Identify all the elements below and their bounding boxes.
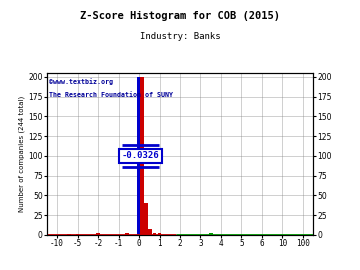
- Text: -0.0326: -0.0326: [122, 151, 159, 160]
- Bar: [137, 77, 141, 235]
- Y-axis label: Number of companies (244 total): Number of companies (244 total): [19, 96, 25, 212]
- Bar: [148, 230, 152, 235]
- Bar: [144, 203, 148, 235]
- Text: Industry: Banks: Industry: Banks: [140, 32, 220, 41]
- Text: Z-Score Histogram for COB (2015): Z-Score Histogram for COB (2015): [80, 11, 280, 21]
- Bar: [140, 77, 144, 235]
- Bar: [158, 233, 161, 235]
- Bar: [209, 233, 213, 235]
- Text: The Research Foundation of SUNY: The Research Foundation of SUNY: [49, 92, 174, 98]
- Bar: [153, 232, 156, 235]
- Bar: [67, 234, 71, 235]
- Bar: [76, 234, 80, 235]
- Bar: [96, 232, 100, 235]
- Text: ©www.textbiz.org: ©www.textbiz.org: [49, 78, 113, 85]
- Bar: [125, 233, 129, 235]
